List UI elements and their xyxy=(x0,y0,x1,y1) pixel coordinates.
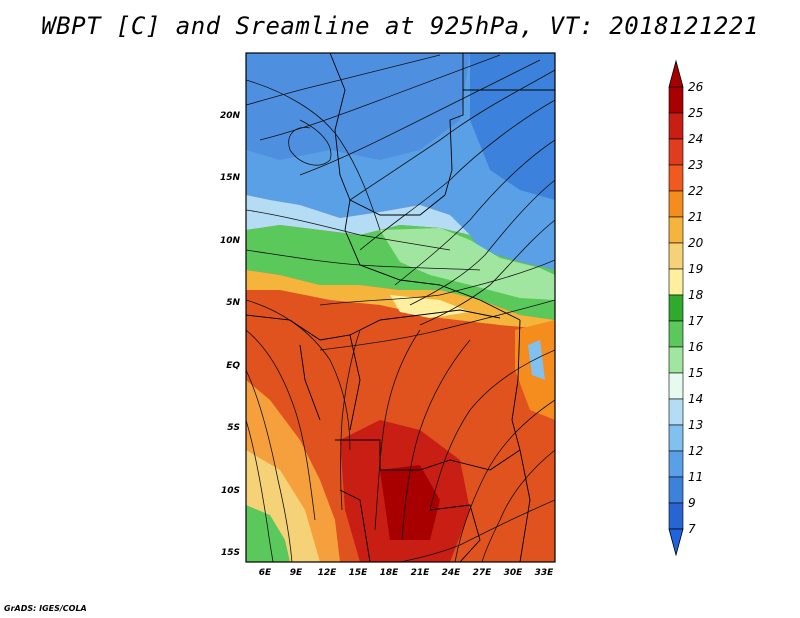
colorbar-label: 21 xyxy=(688,210,704,224)
colorbar-swatch xyxy=(668,476,684,504)
colorbar-label: 26 xyxy=(688,80,704,94)
colorbar-swatch xyxy=(668,320,684,348)
colorbar-label: 23 xyxy=(688,158,704,172)
colorbar-swatch xyxy=(668,216,684,244)
colorbar xyxy=(668,59,684,557)
lat-label-15s: 15S xyxy=(220,548,240,558)
lat-label-5n: 5N xyxy=(226,298,240,308)
lon-label-12e: 12E xyxy=(317,568,337,578)
colorbar-label: 24 xyxy=(688,132,704,146)
lat-label-10n: 10N xyxy=(219,236,240,246)
lat-label-20n: 20N xyxy=(219,111,240,121)
colorbar-swatch xyxy=(668,190,684,218)
field-pale-patch xyxy=(390,295,470,318)
colorbar-arrow-top xyxy=(668,59,684,88)
colorbar-label: 13 xyxy=(688,418,704,432)
colorbar-label: 14 xyxy=(688,392,704,406)
colorbar-label: 18 xyxy=(688,288,704,302)
field-light-band xyxy=(246,195,470,235)
lon-label-33e: 33E xyxy=(534,568,554,578)
colorbar-swatch xyxy=(668,294,684,322)
field-hottest xyxy=(380,465,440,540)
colorbar-label: 20 xyxy=(688,236,704,250)
colorbar-swatch xyxy=(668,164,684,192)
streamlines xyxy=(246,54,555,562)
colorbar-swatch xyxy=(668,346,684,374)
colorbar-swatch xyxy=(668,372,684,400)
lon-label-27e: 27E xyxy=(472,568,492,578)
colorbar-swatch xyxy=(668,450,684,478)
wbpt-field xyxy=(246,53,555,562)
colorbar-swatch xyxy=(668,112,684,140)
colorbar-swatch xyxy=(668,86,684,114)
colorbar-arrow-bottom xyxy=(668,528,684,557)
lat-label-eq: EQ xyxy=(226,361,240,371)
colorbar-swatch xyxy=(668,138,684,166)
lat-label-10s: 10S xyxy=(220,486,240,496)
colorbar-label: 7 xyxy=(688,522,696,536)
lon-label-18e: 18E xyxy=(379,568,399,578)
lon-label-6e: 6E xyxy=(258,568,272,578)
lon-label-21e: 21E xyxy=(410,568,430,578)
colorbar-label: 25 xyxy=(688,106,704,120)
colorbar-label: 22 xyxy=(688,184,704,198)
lon-label-15e: 15E xyxy=(348,568,368,578)
country-borders xyxy=(246,53,555,562)
map-frame xyxy=(245,52,556,563)
lat-label-5s: 5S xyxy=(227,423,240,433)
colorbar-swatch xyxy=(668,398,684,426)
field-highland-cool xyxy=(528,340,545,380)
colorbar-swatch xyxy=(668,424,684,452)
chart-title: WBPT [C] and Sreamline at 925hPa, VT: 20… xyxy=(41,12,759,40)
lon-label-9e: 9E xyxy=(289,568,303,578)
field-cold-core xyxy=(246,53,470,160)
lon-label-30e: 30E xyxy=(503,568,523,578)
colorbar-label: 17 xyxy=(688,314,704,328)
colorbar-swatch xyxy=(668,268,684,296)
colorbar-label: 12 xyxy=(688,444,704,458)
grads-credit: GrADS: IGES/COLA xyxy=(4,604,87,613)
lat-label-15n: 15N xyxy=(219,173,240,183)
lon-label-24e: 24E xyxy=(441,568,461,578)
colorbar-label: 9 xyxy=(688,496,696,510)
colorbar-label: 19 xyxy=(688,262,704,276)
field-sw-green xyxy=(246,505,290,562)
colorbar-swatch xyxy=(668,502,684,530)
colorbar-label: 15 xyxy=(688,366,704,380)
colorbar-swatch xyxy=(668,242,684,270)
colorbar-label: 11 xyxy=(688,470,704,484)
colorbar-label: 16 xyxy=(688,340,704,354)
